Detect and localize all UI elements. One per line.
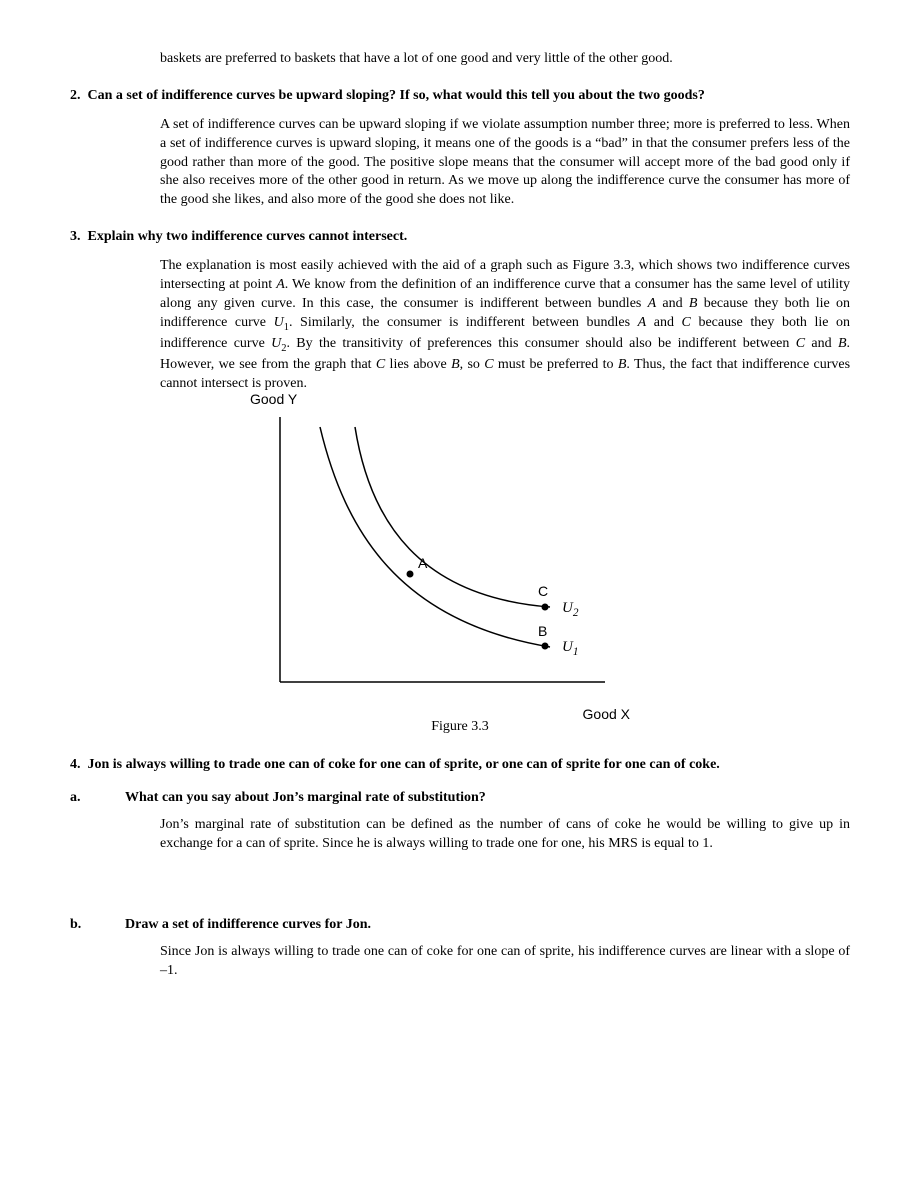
intro-continuation: baskets are preferred to baskets that ha… (160, 50, 850, 69)
q4a-answer: Jon’s marginal rate of substitution can … (160, 816, 850, 854)
point-label-c: C (538, 582, 548, 601)
indifference-curve-chart: Good Y A B C U2 U1 Good X (250, 412, 620, 702)
q4a-question: What can you say about Jon’s marginal ra… (125, 789, 850, 808)
curve-label-u2: U2 (562, 598, 578, 621)
point-label-a: A (418, 554, 427, 573)
q4b-answer: Since Jon is always willing to trade one… (160, 943, 850, 981)
x-axis-label: Good X (583, 705, 630, 724)
point-label-b: B (538, 622, 547, 641)
curve-label-u1: U1 (562, 637, 578, 660)
q3-text: Explain why two indifference curves cann… (88, 229, 408, 244)
question-3: 3. Explain why two indifference curves c… (70, 228, 850, 247)
q3-answer: The explanation is most easily achieved … (160, 257, 850, 393)
q4a-label: a. (70, 789, 125, 808)
q3-number: 3. (70, 229, 81, 244)
q4-number: 4. (70, 757, 81, 772)
q2-number: 2. (70, 88, 81, 103)
q4b-row: b. Draw a set of indifference curves for… (70, 916, 850, 935)
q4b-question: Draw a set of indifference curves for Jo… (125, 916, 850, 935)
question-4: 4. Jon is always willing to trade one ca… (70, 756, 850, 775)
q4b-label: b. (70, 916, 125, 935)
question-2: 2. Can a set of indifference curves be u… (70, 87, 850, 106)
y-axis-label: Good Y (250, 390, 297, 409)
q2-text: Can a set of indifference curves be upwa… (88, 88, 705, 103)
q4a-row: a. What can you say about Jon’s marginal… (70, 789, 850, 808)
q2-answer: A set of indifference curves can be upwa… (160, 116, 850, 210)
figure-caption: Figure 3.3 (70, 718, 850, 737)
q4-text: Jon is always willing to trade one can o… (88, 757, 720, 772)
figure-3-3: Good Y A B C U2 U1 Good X (250, 412, 850, 702)
